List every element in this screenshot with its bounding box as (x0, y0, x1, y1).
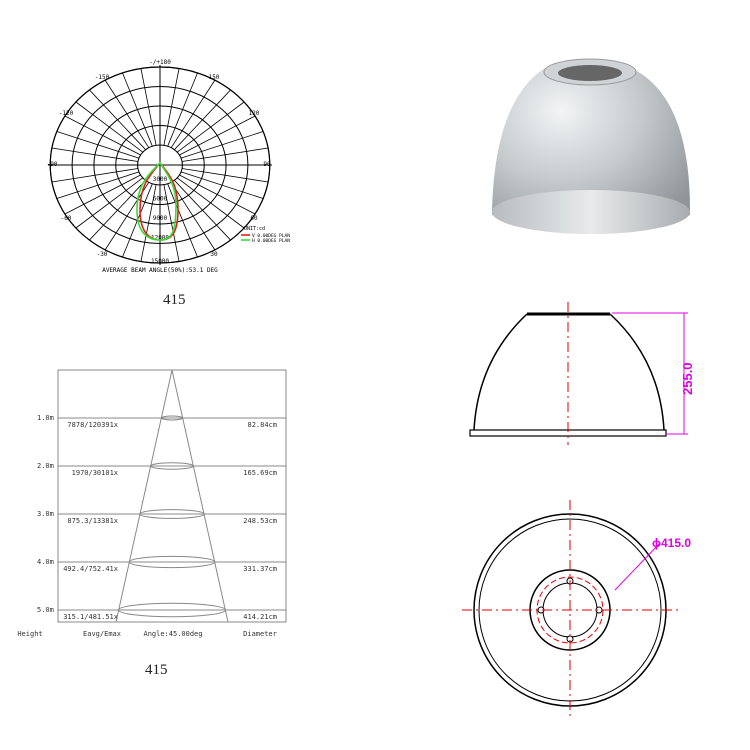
beam-ellipse (128, 555, 216, 569)
polar-spoke (163, 68, 180, 146)
beam-ellipse (139, 509, 205, 519)
polar-spoke (89, 180, 146, 241)
angle-label: -/+180 (149, 59, 171, 66)
height-label: 4.0m (37, 558, 54, 566)
angle-label: 60 (250, 215, 258, 222)
height-label: 3.0m (37, 510, 54, 518)
reflector-side-drawing (469, 302, 688, 445)
polar-spoke (89, 89, 146, 150)
angle-label: -120 (59, 110, 74, 117)
beam-ellipse (150, 462, 194, 470)
diameter-dimension: ϕ415.0 (652, 536, 691, 550)
header-diameter: Diameter (243, 630, 277, 638)
cone-edge (171, 369, 229, 623)
polar-spoke (181, 168, 269, 183)
height-label: 1.0m (37, 414, 54, 422)
polar-spoke (140, 184, 157, 262)
polar-spoke (75, 177, 144, 229)
polar-spoke (176, 101, 245, 153)
polar-spoke (167, 183, 198, 258)
polar-spoke (170, 182, 216, 251)
legend-label: H 0.00DEG PLAN (252, 238, 290, 244)
cone-edge (115, 369, 173, 623)
eavg-emax-value: 492.4/752.41x (63, 565, 118, 573)
beam-ellipse (160, 415, 184, 421)
polar-spoke (51, 168, 139, 183)
height-label: 5.0m (37, 606, 54, 614)
height-label: 2.0m (37, 462, 54, 470)
polar-spoke (104, 79, 150, 148)
legend-label: V 0.00DEG PLAN (252, 233, 290, 239)
ring-label: 9000 (153, 215, 168, 222)
ring-label: 12000 (151, 235, 169, 242)
polar-spoke (56, 171, 140, 199)
angle-label: -150 (95, 74, 110, 81)
eavg-emax-value: 7878/120391x (67, 421, 118, 429)
polar-caption: 415 (163, 292, 186, 308)
polar-spoke (180, 171, 264, 199)
angle-label: -90 (47, 161, 58, 168)
eavg-emax-value: 875.3/13381x (67, 517, 118, 525)
polar-footer: AVERAGE BEAM ANGLE(50%):53.1 DEG (102, 267, 218, 274)
polar-spoke (167, 72, 198, 147)
polar-spoke (179, 115, 256, 156)
diameter-value: 165.69cm (243, 469, 277, 477)
angle-label: -60 (61, 215, 72, 222)
diameter-value: 414.21cm (243, 613, 277, 621)
polar-spoke (51, 147, 139, 162)
polar-spoke (174, 89, 231, 150)
diameter-value: 248.53cm (243, 517, 277, 525)
eavg-emax-value: 1970/30101x (72, 469, 118, 477)
polar-spoke (174, 180, 231, 241)
ring-label: 15000 (151, 258, 169, 265)
unit-label: UNIT:cd (244, 226, 265, 232)
polar-candela-chart: -/+180 -150 150 -120 120 -90 90 -60 60 -30 30 3000 6… (47, 59, 291, 274)
cone-caption: 415 (145, 662, 168, 678)
ring-label: 6000 (153, 196, 168, 203)
reflector-photo (492, 58, 690, 234)
header-height: Height (17, 630, 42, 638)
polar-spoke (64, 115, 141, 156)
polar-spoke (122, 72, 153, 147)
polar-spoke (176, 177, 245, 229)
angle-label: 150 (209, 74, 220, 81)
diameter-value: 82.84cm (247, 421, 277, 429)
illuminance-cone-chart: 1.0m 7878/120391x 82.84cm 2.0m 1970/30101x 16… (17, 369, 287, 638)
height-dimension: 255.0 (680, 362, 695, 395)
reflector-top-drawing (462, 500, 680, 718)
polar-spoke (180, 131, 264, 159)
ring-label: 3000 (153, 176, 168, 183)
h-plane-curve (136, 161, 177, 241)
header-eavg: Eavg/Emax (83, 630, 121, 638)
polar-spoke (56, 131, 140, 159)
polar-spoke (163, 184, 180, 262)
eavg-emax-value: 315.1/481.51x (63, 613, 118, 621)
angle-label: 90 (263, 161, 271, 168)
polar-spoke (140, 68, 157, 146)
cone-frame (57, 369, 287, 623)
polar-spoke (170, 79, 216, 148)
angle-label: 30 (210, 251, 218, 258)
beam-ellipse (118, 602, 226, 618)
polar-spoke (64, 174, 141, 215)
polar-spoke (75, 101, 144, 153)
polar-spoke (179, 174, 256, 215)
angle-label: 120 (249, 110, 260, 117)
polar-spoke (181, 147, 269, 162)
angle-label: -30 (97, 251, 108, 258)
diameter-value: 331.37cm (243, 565, 277, 573)
header-angle: Angle:45.00deg (143, 630, 202, 638)
